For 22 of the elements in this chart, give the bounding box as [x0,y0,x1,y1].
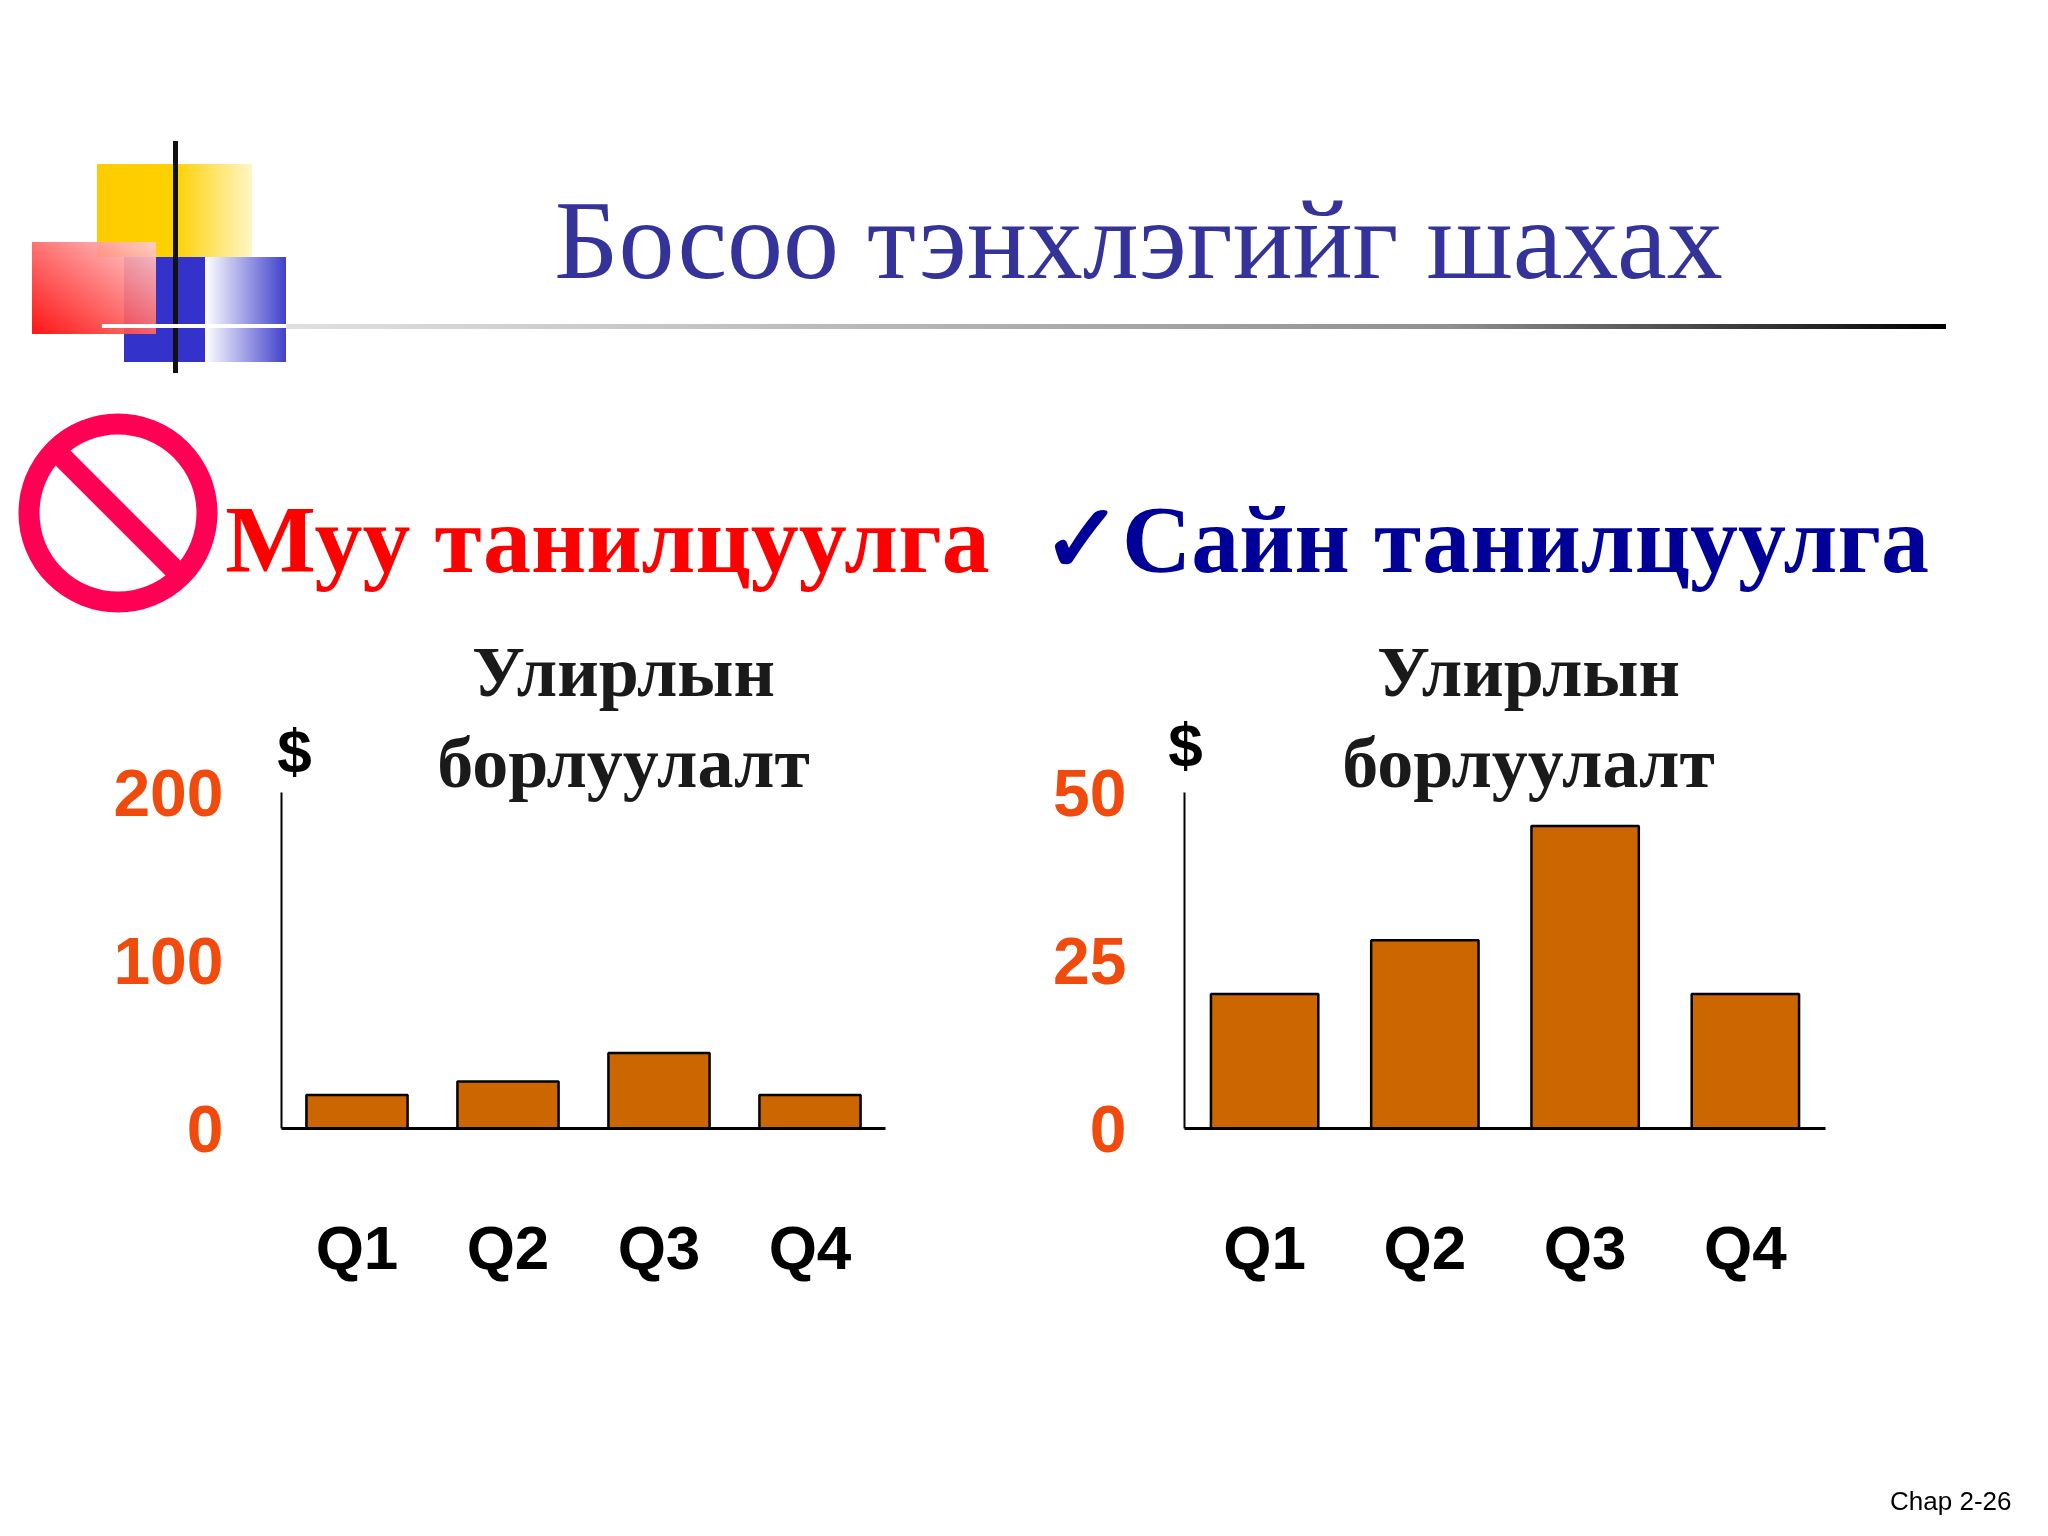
x-tick-label: Q2 [466,1212,550,1282]
y-tick-label: 25 [1053,923,1127,998]
x-tick-label: Q1 [315,1212,399,1282]
chart-subtitle: ✓Сайн танилцуулга [1041,486,1930,593]
x-tick-label: Q4 [768,1212,852,1282]
text: Босоо тэнхлэгийг шахах [554,177,1723,302]
y-axis-title: $ [277,716,312,785]
x-tick-label: Q1 [1223,1212,1306,1282]
x-tick-label: Q2 [1383,1212,1467,1282]
chart-title: Улирлын борлуулалт [437,631,810,804]
y-tick-label: 50 [1053,755,1127,830]
x-tick-label: Q4 [1704,1212,1788,1282]
text: Chap 2-26 [1890,1485,2012,1516]
chart-subtitle: Муу танилцуулга [225,486,990,593]
y-tick-label: 100 [113,923,224,998]
y-axis-title: $ [1168,710,1203,779]
x-tick-label: Q3 [617,1212,701,1282]
y-tick-label: 200 [113,755,224,830]
y-tick-label: 0 [1089,1091,1127,1166]
x-tick-label: Q3 [1543,1212,1627,1282]
y-tick-label: 0 [186,1091,224,1166]
chart-title: Улирлын борлуулалт [1342,631,1715,804]
